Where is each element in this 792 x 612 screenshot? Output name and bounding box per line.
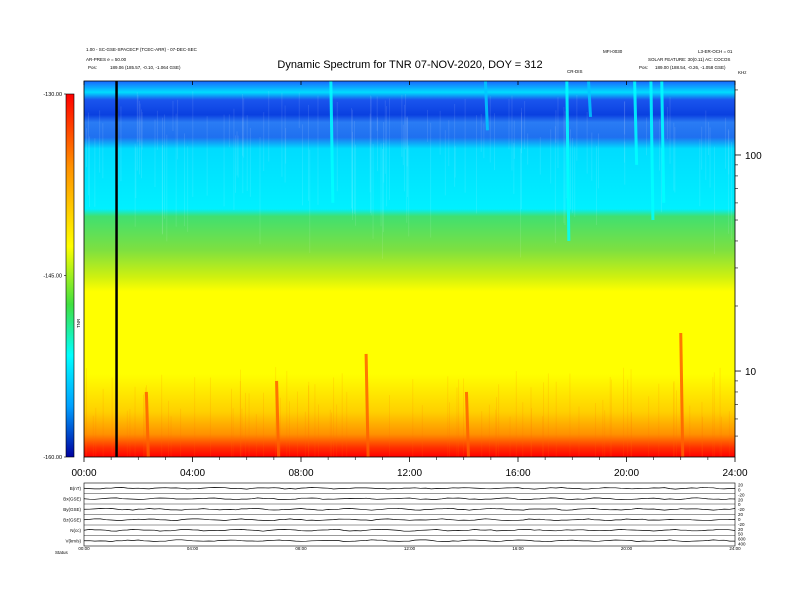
panel-time-tick: 00:00 <box>78 546 90 551</box>
panel-right-tick: 20 <box>738 497 744 502</box>
header-left-line1: 1.00 - SC-GSE-SPACECP (TCEC-ARR) - 07-DE… <box>86 47 198 52</box>
header-right-pos-label: Pos: <box>639 65 648 70</box>
footer-status-label: Status <box>55 550 69 555</box>
radio-burst <box>144 391 150 458</box>
panel-label: N(cc) <box>70 528 81 533</box>
radio-burst <box>275 380 281 458</box>
panel-label: V(km/s) <box>66 538 82 543</box>
panel-time-tick: 04:00 <box>187 546 199 551</box>
spectrogram-background <box>84 81 735 457</box>
panel-right-tick: -20 <box>738 492 745 497</box>
panel-trace <box>83 497 736 501</box>
panel-trace <box>83 528 736 532</box>
panel-trace <box>83 518 736 522</box>
event-marker-label: CR-DIS <box>567 69 583 74</box>
radio-burst <box>565 80 571 241</box>
colorbar-type-label: TNR <box>76 318 81 328</box>
panel-right-tick: -20 <box>738 507 745 512</box>
colorbar-tick-label: -160.00 <box>43 455 62 461</box>
x-tick-label: 04:00 <box>180 468 205 479</box>
panel-right-tick: 20 <box>738 483 744 488</box>
panel-right-tick: -20 <box>738 522 745 527</box>
header-right-top2: L3-ER-OCH = 01 <box>698 49 733 54</box>
panel-right-tick: 0 <box>738 517 741 522</box>
panel-time-tick: 16:00 <box>512 546 524 551</box>
colorbar-tick-label: -145.00 <box>43 274 62 280</box>
panel-right-tick: 20 <box>738 527 744 532</box>
header-left-pos-value: 189.06 (185.57, -0.10, -1.064 GSE) <box>110 65 181 70</box>
header-right-line2: SOLAR FEATURE: 30(0.11) AC: COCOS <box>648 57 730 62</box>
panel-label: Bz(GSE) <box>63 517 81 522</box>
x-tick-label: 24:00 <box>722 468 747 479</box>
panel-right-tick: 600 <box>738 537 746 542</box>
panel-time-tick: 20:00 <box>621 546 633 551</box>
panel-trace <box>83 539 735 543</box>
radio-burst <box>660 80 666 203</box>
header-right-top1: MFI-0030 <box>603 49 623 54</box>
radio-burst <box>483 80 489 131</box>
x-tick-label: 20:00 <box>614 468 639 479</box>
colorbar-tick-label: -130.00 <box>43 92 62 98</box>
panel-right-tick: 20 <box>738 512 744 517</box>
radio-burst <box>329 80 335 203</box>
x-tick-label: 08:00 <box>288 468 313 479</box>
panel-time-tick: 12:00 <box>404 546 416 551</box>
radio-burst <box>679 332 685 458</box>
radio-burst <box>464 391 470 458</box>
panel-trace <box>83 507 736 511</box>
panel-label: By(GSE) <box>63 507 81 512</box>
header-right-pos-value: 189.00 (188.54, -0.26, -1.058 GSE) <box>655 65 726 70</box>
panel-right-tick: 0 <box>738 502 741 507</box>
radio-burst <box>649 80 655 221</box>
panel-trace <box>83 486 735 490</box>
x-tick-label: 16:00 <box>505 468 530 479</box>
panel-time-tick: 08:00 <box>295 546 307 551</box>
y-tick-label: 10 <box>745 367 757 378</box>
bottom-panels: B(nT) Bx(GSE) By(GSE) Bz(GSE) N(cc) V(km/s) 2… <box>55 483 746 556</box>
header-left-pos-label: Pos: <box>88 65 97 70</box>
chart-title: Dynamic Spectrum for TNR 07-NOV-2020, DO… <box>277 59 542 71</box>
header-left-line2: AR-PRES e = 50.00 <box>86 57 127 62</box>
x-tick-label: 00:00 <box>71 468 96 479</box>
radio-burst <box>587 80 593 118</box>
panel-right-tick: 0 <box>738 487 741 492</box>
colorbar: TNR -130.00 -145.00 -160.00 <box>43 92 81 461</box>
x-tick-label: 12:00 <box>397 468 422 479</box>
right-unit-label: KHz <box>738 70 747 75</box>
radio-burst <box>364 353 370 458</box>
radio-burst <box>633 80 639 165</box>
panel-label: B(nT) <box>70 486 82 491</box>
spectrogram-plot: 00:00 04:00 08:00 12:00 16:00 20:00 24:00 10 10… <box>71 80 762 479</box>
panel-right-tick: 400 <box>738 542 746 547</box>
panel-right-tick: 50 <box>738 532 744 537</box>
panel-label: Bx(GSE) <box>63 496 81 501</box>
colorbar-gradient <box>65 93 75 458</box>
y-tick-label: 100 <box>745 151 762 162</box>
panel-time-tick: 24:00 <box>729 546 741 551</box>
